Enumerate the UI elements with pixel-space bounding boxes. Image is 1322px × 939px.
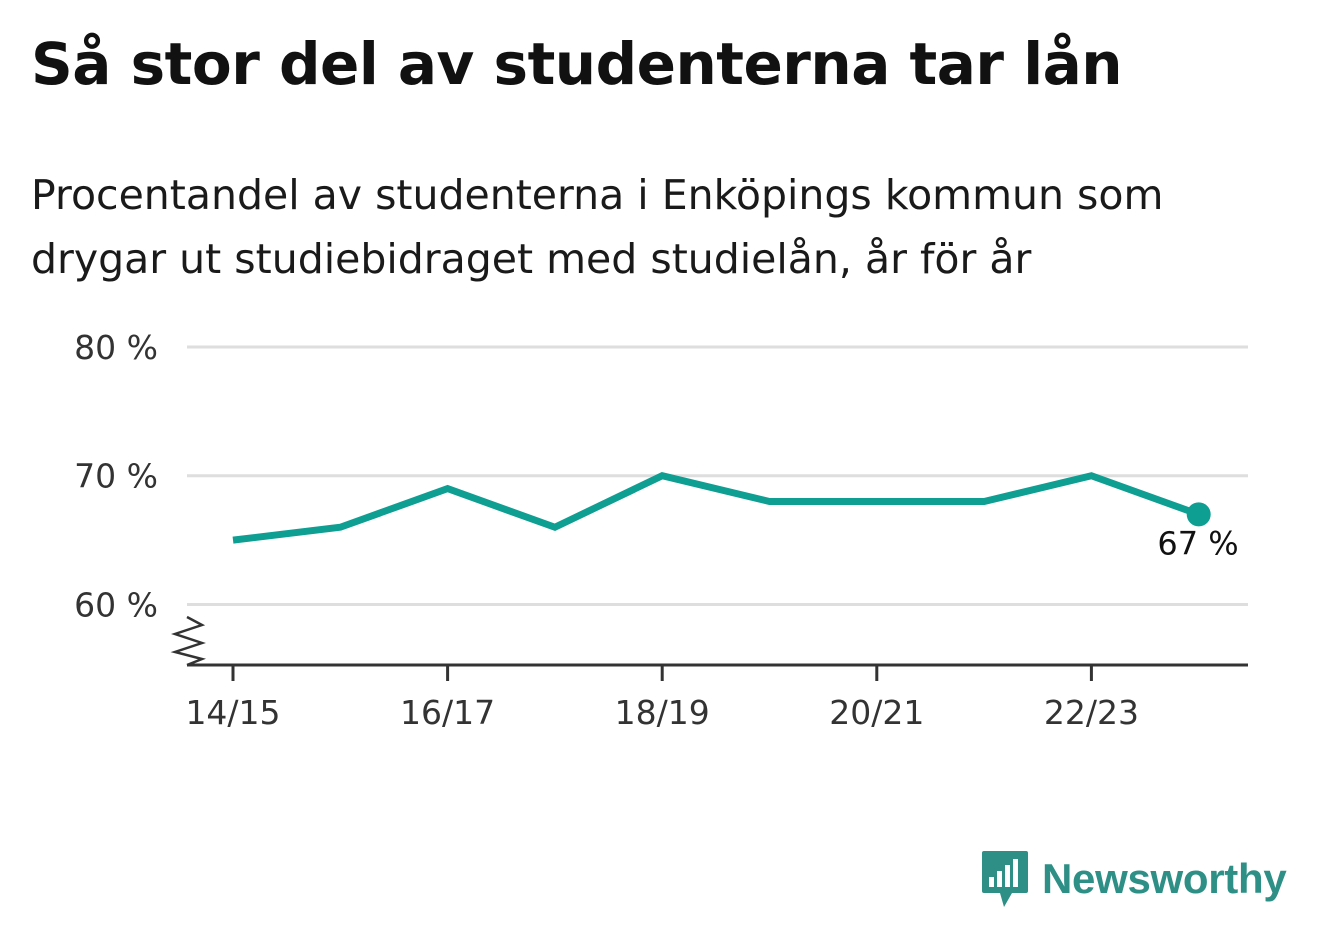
y-tick-label: 60 % [74,585,158,624]
series-line [232,472,1200,544]
x-tick-label: 18/19 [615,693,710,732]
chart-title: Så stor del av studenterna tar lån [31,30,1123,98]
x-tick-label: 14/15 [185,693,280,732]
x-tick-label: 20/21 [829,693,924,732]
x-tick-label: 16/17 [400,693,495,732]
newsworthy-logo: Newsworthy [980,849,1287,909]
line-chart: 60 % 70 % 80 % 14/15 16/17 18/19 20/21 22/23 67 … [74,328,1248,732]
y-tick-label: 80 % [74,328,158,367]
newsworthy-logo-icon [982,851,1028,907]
x-tick-label: 22/23 [1044,693,1139,732]
end-point-marker [1186,502,1211,527]
end-value-label: 67 % [1157,524,1238,562]
newsworthy-logo-text: Newsworthy [1042,855,1287,902]
y-axis-break-icon [170,615,207,667]
y-tick-label: 70 % [74,457,158,496]
chart-subtitle: Procentandel av studenterna i Enköpings … [31,171,1164,283]
